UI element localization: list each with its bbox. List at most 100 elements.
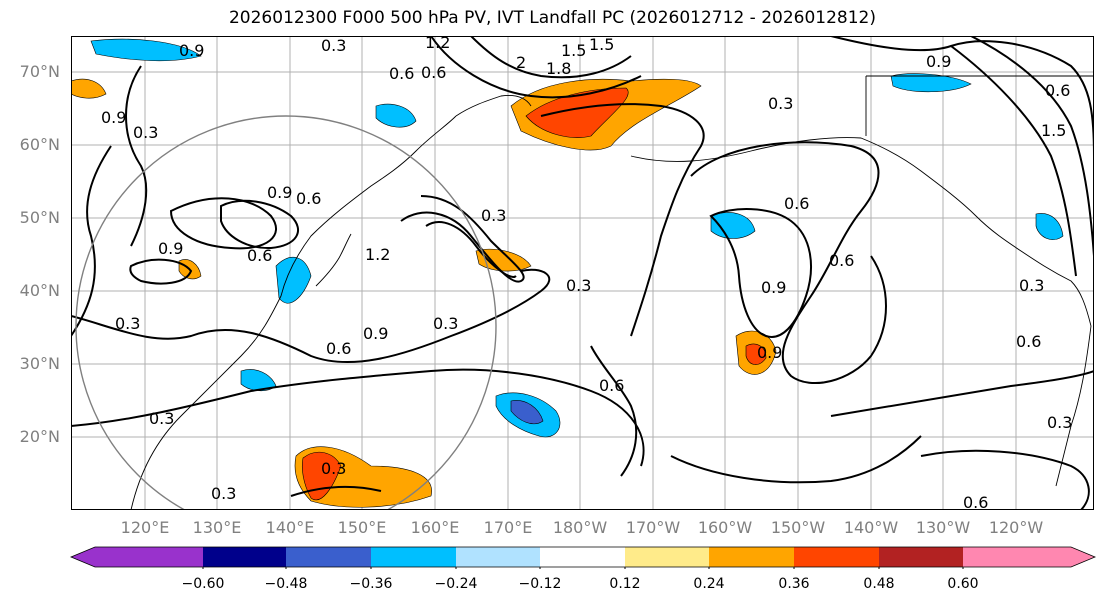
lon-label: 160°W bbox=[697, 518, 753, 537]
contour-label-group: 0.3 0.6 0.9 1.2 1.5 1.8 2 1.5 0.3 0.6 0.… bbox=[101, 36, 1072, 510]
contour-label: 1.5 bbox=[561, 41, 586, 60]
lon-label: 140°W bbox=[843, 518, 899, 537]
contour-label: 0.6 bbox=[421, 63, 446, 82]
contour-label: 0.9 bbox=[267, 183, 292, 202]
contour-label: 0.6 bbox=[326, 339, 351, 358]
contour-label: 0.3 bbox=[115, 314, 140, 333]
lon-label: 120°W bbox=[988, 518, 1044, 537]
contour-label: 0.9 bbox=[179, 41, 204, 60]
navy-patch-central-pacific bbox=[510, 400, 544, 425]
contour-label: 1.2 bbox=[425, 36, 450, 52]
contour-label: 0.3 bbox=[211, 484, 236, 503]
contour-label: 0.6 bbox=[599, 376, 624, 395]
colorbar-segment bbox=[625, 547, 709, 567]
contour-label: 0.6 bbox=[1045, 81, 1070, 100]
contour-label: 0.9 bbox=[101, 108, 126, 127]
range-circle bbox=[75, 115, 497, 510]
contour-label: 2 bbox=[516, 53, 526, 72]
lon-label: 130°W bbox=[915, 518, 971, 537]
lon-label: 140°E bbox=[265, 518, 315, 537]
colorbar-tick-label: −0.48 bbox=[264, 576, 308, 592]
contour-label: 0.6 bbox=[296, 189, 321, 208]
colorbar-segment bbox=[540, 547, 625, 567]
lon-label: 120°E bbox=[120, 518, 170, 537]
map-frame bbox=[71, 36, 1094, 510]
colorbar-tick-label: 0.60 bbox=[947, 576, 979, 592]
colorbar-tick-label: 0.12 bbox=[609, 576, 641, 592]
colorbar-tick-label: −0.36 bbox=[349, 576, 393, 592]
contour-label: 0.3 bbox=[321, 36, 346, 55]
red-patch-hawaii-north bbox=[745, 343, 767, 365]
gridlines bbox=[71, 36, 1094, 510]
contour-label: 0.3 bbox=[1019, 276, 1044, 295]
contour-label: 0.9 bbox=[757, 343, 782, 362]
contour-label: 1.5 bbox=[1041, 121, 1066, 140]
colorbar-segment bbox=[203, 547, 286, 567]
colorbar-segment bbox=[709, 547, 794, 567]
orange-patch-west-edge bbox=[71, 78, 107, 99]
contour-label: 0.9 bbox=[926, 52, 951, 71]
colorbar-segment bbox=[286, 547, 371, 567]
blue-patch-nw-corner bbox=[90, 38, 202, 62]
contour-label: 0.9 bbox=[363, 324, 388, 343]
lon-label: 170°E bbox=[483, 518, 533, 537]
contour-label: 1.5 bbox=[589, 36, 614, 54]
lon-label: 160°E bbox=[410, 518, 460, 537]
colorbar bbox=[70, 546, 1096, 569]
lon-label: 180°W bbox=[552, 518, 608, 537]
colorbar-tick-label: 0.36 bbox=[778, 576, 810, 592]
lon-label: 150°E bbox=[337, 518, 387, 537]
contour-label: 0.3 bbox=[768, 94, 793, 113]
contour-label: 0.3 bbox=[149, 409, 174, 428]
contour-label: 0.9 bbox=[761, 278, 786, 297]
lat-label: 70°N bbox=[19, 62, 60, 81]
blue-patch-gulf-alaska bbox=[710, 212, 756, 239]
blue-patch-canada bbox=[890, 73, 972, 93]
colorbar-segment bbox=[371, 547, 456, 567]
colorbar-tick-label: 0.24 bbox=[693, 576, 725, 592]
contour-label: 0.3 bbox=[481, 206, 506, 225]
contour-label: 1.8 bbox=[546, 59, 571, 78]
figure-title: 2026012300 F000 500 hPa PV, IVT Landfall… bbox=[228, 8, 876, 28]
contour-label: 0.3 bbox=[433, 314, 458, 333]
colorbar-tick-label: −0.24 bbox=[434, 576, 478, 592]
colorbar-segments bbox=[70, 546, 1096, 569]
contour-label: 0.6 bbox=[784, 194, 809, 213]
contour-label: 0.3 bbox=[1047, 413, 1072, 432]
lat-label: 30°N bbox=[19, 354, 60, 373]
blue-patch-japan-sea bbox=[275, 257, 312, 304]
lat-label: 60°N bbox=[19, 135, 60, 154]
contour-label: 0.3 bbox=[566, 276, 591, 295]
contour-label: 1.2 bbox=[365, 245, 390, 264]
lon-label: 150°W bbox=[770, 518, 826, 537]
map-panel: 0.3 0.6 0.9 1.2 1.5 1.8 2 1.5 0.3 0.6 0.… bbox=[71, 36, 1094, 510]
contour-label: 0.9 bbox=[158, 239, 183, 258]
lat-label: 50°N bbox=[19, 208, 60, 227]
contour-label: 0.3 bbox=[133, 123, 158, 142]
colorbar-tick-label: −0.12 bbox=[518, 576, 562, 592]
colorbar-segment bbox=[963, 547, 1095, 567]
contour-label: 0.6 bbox=[247, 246, 272, 265]
lat-label: 20°N bbox=[19, 427, 60, 446]
colorbar-outline bbox=[70, 546, 1096, 568]
pv-contours bbox=[71, 36, 1094, 510]
lat-label: 40°N bbox=[19, 281, 60, 300]
lon-label: 130°E bbox=[192, 518, 242, 537]
lon-label: 170°W bbox=[625, 518, 681, 537]
colorbar-tick-label: 0.48 bbox=[863, 576, 895, 592]
contour-label: 0.6 bbox=[1016, 332, 1041, 351]
contour-label: 0.6 bbox=[963, 493, 988, 510]
colorbar-segment bbox=[794, 547, 879, 567]
contour-label: 0.6 bbox=[829, 251, 854, 270]
blue-patch-scs bbox=[240, 369, 277, 392]
contour-label: 0.3 bbox=[321, 459, 346, 478]
colorbar-segment bbox=[879, 547, 963, 567]
contour-label: 0.6 bbox=[389, 64, 414, 83]
colorbar-tick-label: −0.60 bbox=[181, 576, 225, 592]
colorbar-segment bbox=[71, 547, 203, 567]
blue-patch-okhotsk bbox=[375, 103, 417, 128]
red-patch-philippine-sea bbox=[301, 451, 342, 501]
coastlines bbox=[130, 75, 1094, 510]
blue-patch-pnw bbox=[1035, 213, 1064, 240]
